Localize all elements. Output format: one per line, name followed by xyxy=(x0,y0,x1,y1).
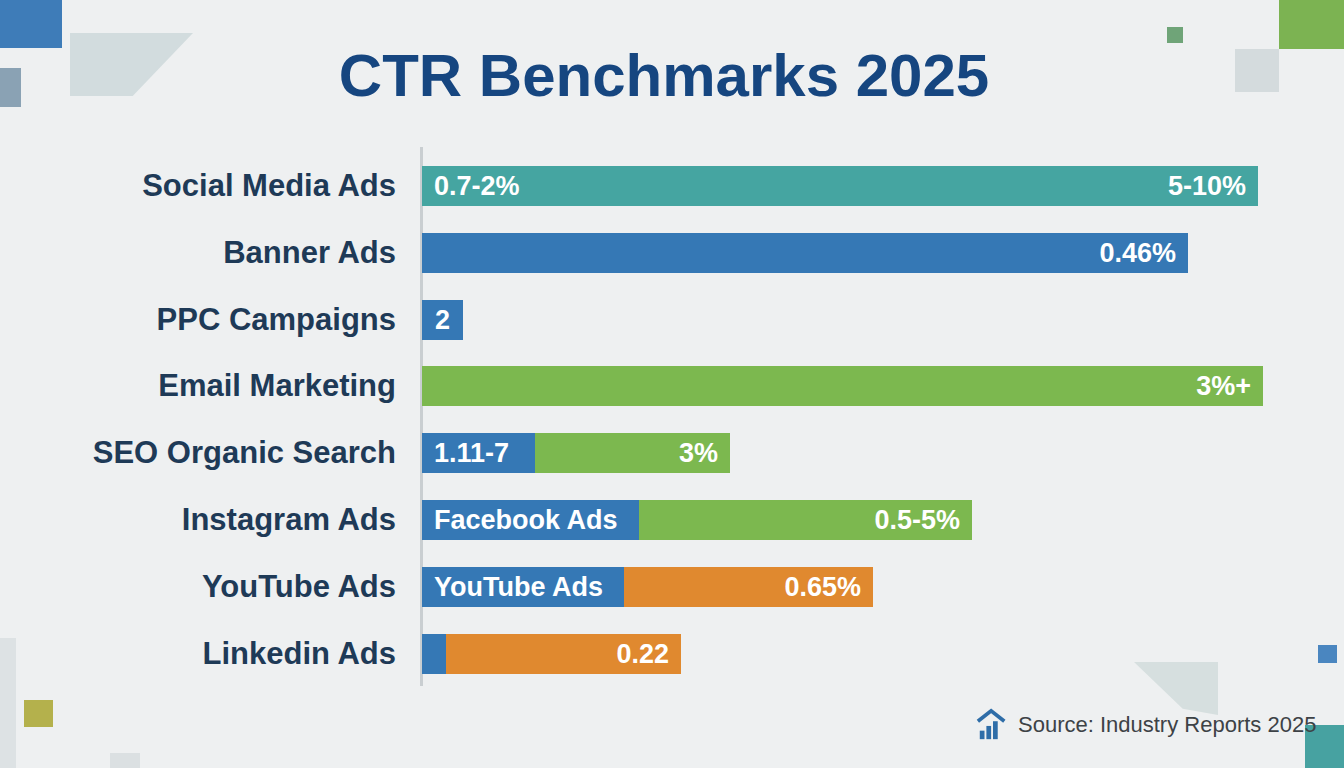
growth-chart-icon xyxy=(976,708,1010,742)
bar-value-label: 3% xyxy=(679,438,718,469)
bar-value-label: 0.65% xyxy=(784,572,861,603)
bar-segment: 0.22 xyxy=(446,634,681,674)
bar-row: 0.46% xyxy=(422,233,1188,273)
bar-segment xyxy=(422,634,446,674)
bar-value-label: 1.11-7 xyxy=(434,438,509,469)
bar-row: 3%+ xyxy=(422,366,1263,406)
decor-square-top-left-blue xyxy=(0,0,62,48)
bar-row: 0.22 xyxy=(422,634,681,674)
bar-row: 1.11-7 3% xyxy=(422,433,730,473)
source-note: Source: Industry Reports 2025 xyxy=(976,708,1316,742)
bar-value-label: Facebook Ads xyxy=(434,505,618,536)
bar-value-label: 3%+ xyxy=(1196,371,1251,402)
category-label: Email Marketing xyxy=(0,366,396,406)
decor-rect-top-right-green xyxy=(1279,0,1344,49)
bar-value-label: 0.7-2% xyxy=(434,171,520,202)
bar-row: 0.7-2% 5-10% xyxy=(422,166,1258,206)
bar-segment: 3%+ xyxy=(422,366,1263,406)
bar-segment: 2 xyxy=(422,300,463,340)
bar-segment: Facebook Ads xyxy=(422,500,639,540)
bar-segment: 1.11-7 xyxy=(422,433,535,473)
bar-row: YouTube Ads 0.65% xyxy=(422,567,873,607)
page-title: CTR Benchmarks 2025 xyxy=(0,46,1336,106)
decor-square-top-right-small-green xyxy=(1167,27,1183,43)
category-label: PPC Campaigns xyxy=(0,300,396,340)
bar-value-label: 0.46% xyxy=(1099,238,1176,269)
category-label: YouTube Ads xyxy=(0,567,396,607)
bar-row: 2 xyxy=(422,300,463,340)
bar-segment: YouTube Ads xyxy=(422,567,624,607)
decor-square-bottom-light xyxy=(110,753,140,768)
category-label: Linkedin Ads xyxy=(0,634,396,674)
bar-segment: 0.7-2% 5-10% xyxy=(422,166,1258,206)
category-label: Instagram Ads xyxy=(0,500,396,540)
category-label: SEO Organic Search xyxy=(0,433,396,473)
category-label: Social Media Ads xyxy=(0,166,396,206)
bar-value-label: 5-10% xyxy=(1168,171,1246,202)
source-text: Source: Industry Reports 2025 xyxy=(1018,712,1316,738)
bar-segment: 3% xyxy=(535,433,730,473)
bar-value-label: YouTube Ads xyxy=(434,572,603,603)
decor-square-bottom-right-small-blue xyxy=(1318,645,1337,663)
bar-value-label: 0.22 xyxy=(616,639,669,670)
category-label: Banner Ads xyxy=(0,233,396,273)
decor-square-bottom-left-olive xyxy=(24,700,53,727)
infographic-page: CTR Benchmarks 2025 Social Media Ads 0.7-… xyxy=(0,0,1344,768)
bar-segment: 0.46% xyxy=(422,233,1188,273)
bar-row: Facebook Ads 0.5-5% xyxy=(422,500,972,540)
bar-value-label: 2 xyxy=(435,305,450,336)
bar-segment: 0.5-5% xyxy=(639,500,972,540)
bar-value-label: 0.5-5% xyxy=(874,505,960,536)
bar-segment: 0.65% xyxy=(624,567,873,607)
